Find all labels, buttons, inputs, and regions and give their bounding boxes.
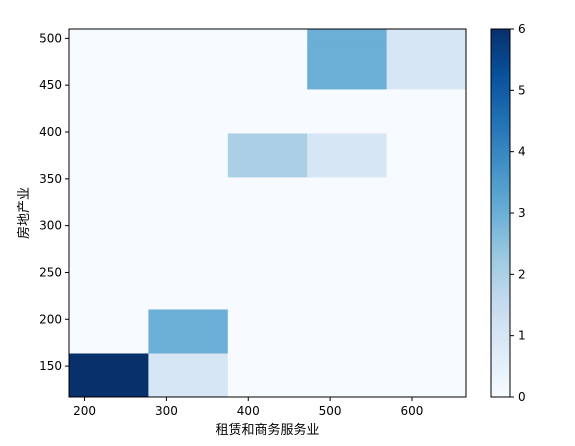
- heatmap-cell: [148, 308, 229, 354]
- heatmap-cell: [227, 176, 308, 222]
- heatmap-cell: [307, 132, 388, 178]
- heatmap-cell: [227, 308, 308, 354]
- heatmap-cell: [307, 264, 388, 310]
- heatmap-cell: [148, 88, 229, 134]
- x-tick-label: 200: [73, 404, 96, 418]
- colorbar-tick-label: 1: [518, 329, 526, 343]
- x-tick-label: 400: [237, 404, 260, 418]
- y-axis-label: 房地产业: [16, 187, 32, 239]
- heatmap-cell: [69, 176, 149, 222]
- y-tick-label: 300: [39, 219, 62, 233]
- heatmap-cell: [307, 220, 388, 266]
- heatmap-cell: [69, 44, 149, 90]
- heatmap-cell: [69, 352, 149, 397]
- heatmap-cell: [307, 44, 388, 90]
- heatmap-cell: [307, 176, 388, 222]
- heatmap-cell: [227, 220, 308, 266]
- colorbar-tick-label: 6: [518, 22, 526, 36]
- y-tick-label: 200: [39, 312, 62, 326]
- colorbar-tick-label: 3: [518, 206, 526, 220]
- plot-frame: [68, 28, 467, 398]
- heatmap-cell: [307, 29, 388, 46]
- heatmap-cell: [386, 29, 466, 46]
- y-tick-label: 150: [39, 359, 62, 373]
- x-tick-label: 500: [319, 404, 342, 418]
- heatmap-cell: [148, 264, 229, 310]
- y-tick-label: 450: [39, 78, 62, 92]
- heatmap-cell: [227, 352, 308, 397]
- heatmap-cell: [227, 132, 308, 178]
- heatmap-cell: [69, 88, 149, 134]
- colorbar-tick-label: 4: [518, 145, 526, 159]
- heatmap-cell: [148, 132, 229, 178]
- colorbar-tick-label: 5: [518, 83, 526, 97]
- y-tick-label: 500: [39, 31, 62, 45]
- y-tick-label: 350: [39, 172, 62, 186]
- heatmap-cell: [69, 308, 149, 354]
- heatmap-cell: [386, 132, 466, 178]
- heatmap-cell: [386, 44, 466, 90]
- heatmap-cell: [69, 264, 149, 310]
- x-tick-label: 300: [155, 404, 178, 418]
- y-tick-label: 400: [39, 125, 62, 139]
- heatmap-cell: [148, 44, 229, 90]
- heatmap-cell: [148, 176, 229, 222]
- heatmap-cell: [148, 220, 229, 266]
- heatmap-cell: [69, 132, 149, 178]
- colorbar: [490, 28, 511, 398]
- heatmap-cell: [227, 44, 308, 90]
- heatmap-cell: [227, 29, 308, 46]
- x-tick-label: 600: [401, 404, 424, 418]
- heatmap-cell: [386, 352, 466, 397]
- heatmap-cell: [386, 176, 466, 222]
- heatmap-cell: [227, 264, 308, 310]
- heatmap-cell: [386, 308, 466, 354]
- heatmap-cell: [148, 29, 229, 46]
- heatmap-cell: [69, 220, 149, 266]
- heatmap-cell: [307, 352, 388, 397]
- colorbar-tick-label: 2: [518, 267, 526, 281]
- heatmap-cell: [69, 29, 149, 46]
- heatmap-cell: [307, 88, 388, 134]
- colorbar-tick-label: 0: [518, 390, 526, 404]
- y-axis-ticks: 150 200 250 300 350 400 450 500: [39, 31, 69, 373]
- heatmap-cells: [69, 29, 466, 397]
- heatmap-cell: [148, 352, 229, 397]
- heatmap-cell: [227, 88, 308, 134]
- heatmap-cell: [307, 308, 388, 354]
- heatmap-cell: [386, 264, 466, 310]
- heatmap-cell: [386, 220, 466, 266]
- heatmap-cell: [386, 88, 466, 134]
- x-axis-label: 租赁和商务服务业: [215, 422, 319, 438]
- x-axis-ticks: 200 300 400 500 600: [73, 397, 423, 418]
- colorbar-ticks: 0 1 2 3 4 5 6: [510, 22, 526, 404]
- y-tick-label: 250: [39, 265, 62, 279]
